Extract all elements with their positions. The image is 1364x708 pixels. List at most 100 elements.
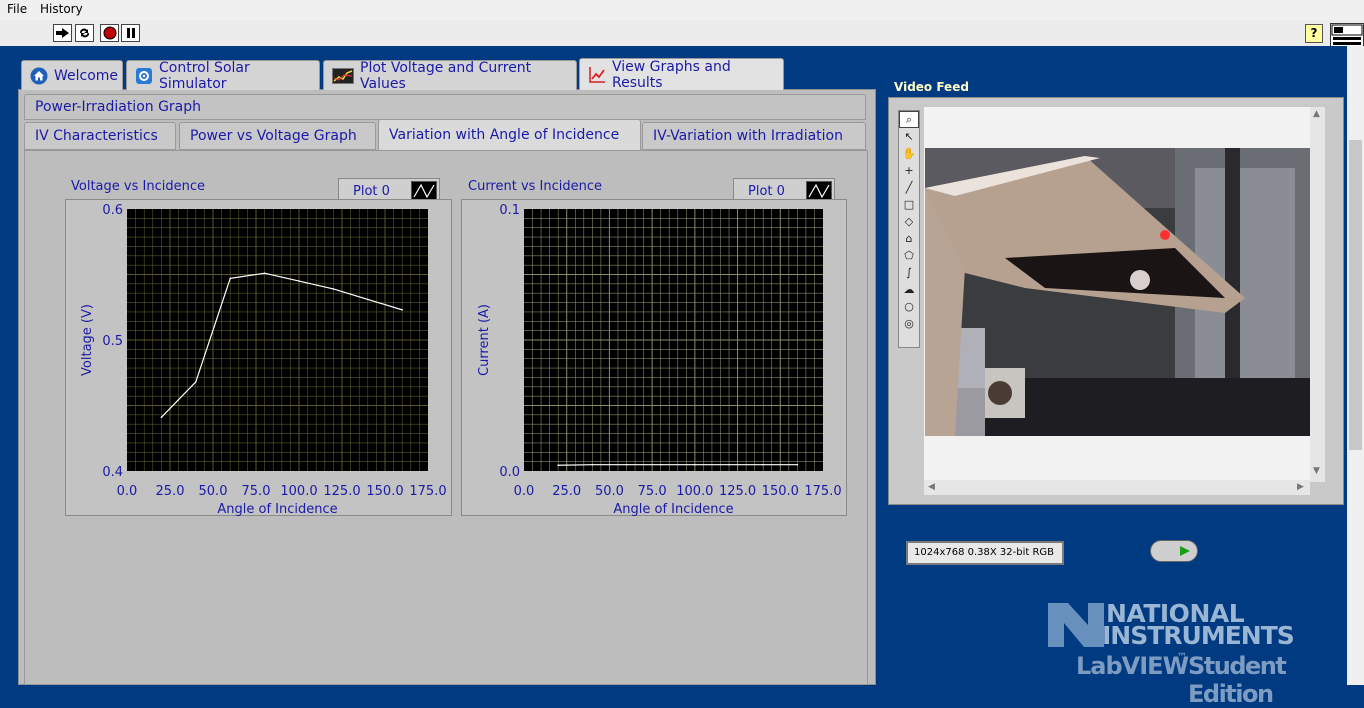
- pan-tool-icon[interactable]: ✋: [902, 147, 916, 160]
- subtab-iv-variation-irradiation[interactable]: IV-Variation with Irradiation: [642, 122, 866, 150]
- tab-plot-voltage-current[interactable]: Plot Voltage and Current Values: [323, 59, 577, 92]
- subtab-power-irradiation[interactable]: Power-Irradiation Graph: [24, 94, 866, 120]
- x-tick-label: 50.0: [199, 484, 228, 499]
- rectangle-tool-icon[interactable]: □: [903, 198, 915, 211]
- subtab-iv-characteristics[interactable]: IV Characteristics: [24, 122, 176, 150]
- toolbar: ?: [0, 20, 1364, 63]
- video-horizontal-scrollbar[interactable]: [924, 480, 1310, 495]
- image-info-readout: 1024x768 0.38X 32-bit RGB: [906, 541, 1064, 565]
- data-point: [401, 309, 404, 311]
- data-point: [591, 463, 594, 466]
- pause-icon: [126, 28, 135, 38]
- window-scroll-thumb[interactable]: [1349, 140, 1362, 450]
- polyline-tool-icon[interactable]: ⌂: [905, 232, 913, 245]
- abort-button[interactable]: [100, 24, 119, 42]
- polygon-tool-icon[interactable]: ⬠: [904, 249, 914, 262]
- run-button[interactable]: [53, 24, 72, 42]
- menu-file[interactable]: File: [7, 2, 28, 16]
- abort-stop-icon: [103, 26, 116, 40]
- freehand-tool-icon[interactable]: ∫: [906, 266, 912, 279]
- ni-labview-logo: NATIONAL INSTRUMENTS LabVIEW ™ Student E…: [1046, 597, 1346, 708]
- data-point: [728, 463, 730, 466]
- point-tool-icon[interactable]: +: [904, 164, 914, 177]
- run-continuously-icon: [79, 28, 90, 38]
- x-tick-label: 100.0: [676, 484, 713, 499]
- x-axis-label: Angle of Incidence: [217, 502, 337, 516]
- y-axis-label: Current (A): [477, 304, 492, 376]
- y-tick-label: 0.5: [102, 334, 123, 349]
- pause-button[interactable]: [121, 24, 140, 42]
- x-tick-label: 0.0: [117, 484, 138, 499]
- scroll-right-icon[interactable]: ▶: [1297, 482, 1304, 492]
- data-point: [694, 463, 696, 466]
- zoom-tool-icon[interactable]: ⌕: [899, 111, 919, 128]
- labview-trademark: ™: [1177, 652, 1187, 663]
- video-feed-title: Video Feed: [894, 80, 969, 94]
- x-tick-label: 150.0: [366, 484, 403, 499]
- subtab-variation-angle-incidence-label: Variation with Angle of Incidence: [389, 127, 620, 143]
- data-point: [796, 463, 799, 466]
- help-button[interactable]: ?: [1305, 24, 1323, 43]
- voltage-vs-incidence-chart[interactable]: 0.0 25.0 50.0 75.0 100.0 125.0 150.0 175.0 0.4 0.…: [65, 199, 452, 516]
- pointer-tool-icon[interactable]: ↖: [904, 130, 914, 143]
- video-vertical-scrollbar[interactable]: [1310, 107, 1325, 482]
- series-line: [558, 464, 798, 466]
- video-frame-image[interactable]: [925, 148, 1310, 436]
- x-tick-label: 150.0: [762, 484, 799, 499]
- x-tick-label: 75.0: [638, 484, 667, 499]
- labview-brand: LabVIEW: [1076, 652, 1189, 680]
- scroll-up-icon[interactable]: ▲: [1313, 109, 1320, 119]
- chart-icon: [332, 67, 354, 85]
- start-video-button[interactable]: [1150, 540, 1198, 562]
- play-icon: [1180, 546, 1190, 556]
- y-tick-label: 0.4: [102, 465, 123, 480]
- subtab-power-vs-voltage[interactable]: Power vs Voltage Graph: [179, 122, 376, 150]
- oval-tool-icon[interactable]: ○: [904, 300, 914, 313]
- current-vs-incidence-chart[interactable]: 0.0 25.0 50.0 75.0 100.0 125.0 150.0 175.0 0.0 0.…: [461, 199, 847, 516]
- tab-view-graphs-results[interactable]: View Graphs and Results: [579, 58, 784, 91]
- series-line: [160, 272, 403, 418]
- y-tick-label: 0.0: [499, 465, 520, 480]
- data-point: [332, 288, 335, 290]
- data-point: [625, 463, 628, 466]
- subtab-variation-angle-incidence[interactable]: Variation with Angle of Incidence: [378, 119, 641, 151]
- menu-bar: File History: [0, 0, 1364, 20]
- data-point: [229, 277, 231, 280]
- voltage-graph-title: Voltage vs Incidence: [71, 179, 205, 194]
- line-tool-icon[interactable]: ╱: [905, 181, 913, 194]
- rotated-rectangle-tool-icon[interactable]: ◇: [904, 215, 914, 228]
- run-continuously-button[interactable]: [75, 24, 94, 42]
- current-graph-title: Current vs Incidence: [468, 179, 603, 194]
- tab-welcome[interactable]: Welcome: [21, 60, 123, 90]
- data-point: [160, 416, 163, 419]
- x-tick-label: 175.0: [804, 484, 841, 499]
- freehand-region-tool-icon[interactable]: ☁: [903, 283, 915, 296]
- subtab-iv-characteristics-label: IV Characteristics: [35, 128, 158, 144]
- data-point: [263, 272, 266, 274]
- x-tick-label: 25.0: [552, 484, 581, 499]
- data-point: [298, 280, 300, 282]
- voltage-legend-label: Plot 0: [353, 183, 390, 199]
- image-tools-palette: ⌕ ↖ ✋ + ╱ □ ◇ ⌂ ⬠ ∫ ☁ ○ ◎: [898, 110, 920, 348]
- x-tick-label: 25.0: [156, 484, 185, 499]
- menu-history[interactable]: History: [40, 2, 83, 16]
- tab-control-solar-simulator[interactable]: Control Solar Simulator: [126, 59, 320, 92]
- line-chart-icon: [588, 66, 606, 84]
- y-axis-label: Voltage (V): [80, 304, 95, 376]
- scroll-down-icon[interactable]: ▼: [1313, 466, 1320, 476]
- data-point: [557, 464, 559, 467]
- x-tick-label: 125.0: [323, 484, 360, 499]
- subtab-power-irradiation-label: Power-Irradiation Graph: [35, 99, 202, 115]
- scroll-left-icon[interactable]: ◀: [928, 482, 935, 492]
- run-arrow-icon: [56, 28, 69, 38]
- tab-view-graphs-results-label: View Graphs and Results: [612, 58, 731, 91]
- grid-lines: [127, 209, 428, 471]
- y-tick-label: 0.6: [102, 203, 123, 218]
- plot-trace-icon: [806, 181, 832, 201]
- x-axis-label: Angle of Incidence: [613, 502, 733, 516]
- tab-plot-voltage-current-label: Plot Voltage and Current Values: [360, 59, 532, 92]
- annulus-tool-icon[interactable]: ◎: [904, 317, 914, 330]
- tab-welcome-label: Welcome: [54, 67, 119, 84]
- x-tick-label: 0.0: [514, 484, 535, 499]
- tab-control-solar-simulator-label: Control Solar Simulator: [159, 59, 250, 92]
